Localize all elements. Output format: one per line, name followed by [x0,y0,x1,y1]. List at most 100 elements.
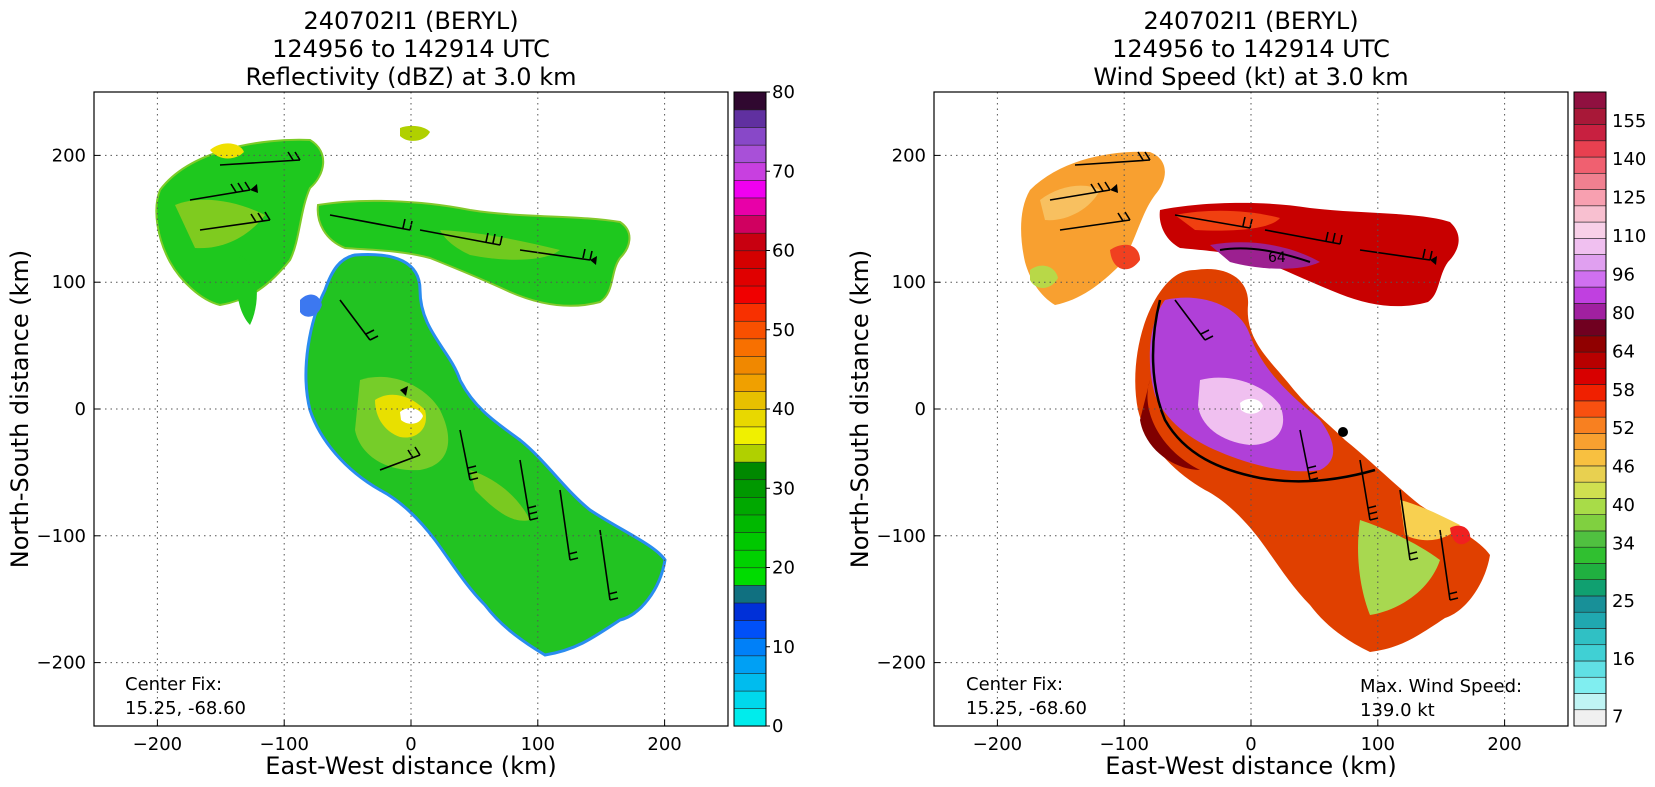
wind-speed-colorbar-segment [1573,172,1607,190]
wind-speed-center-fix-label: Center Fix: [966,674,1063,695]
reflectivity-colorbar-tick-label: 40 [772,399,795,420]
wind-speed-colorbar-tick-label: 40 [1612,495,1635,516]
wind-speed-colorbar-segment [1573,498,1607,515]
reflectivity-colorbar-segment [733,179,767,199]
wind-speed-colorbar-segment [1573,563,1607,580]
wind-speed-x-axis-label: East-West distance (km) [1105,752,1396,780]
wind-speed-colorbar-segment [1573,140,1607,158]
wind-speed-colorbar-tick-label: 46 [1612,457,1635,478]
wind-contour-label: 64 [1268,250,1286,266]
wind-speed-colorbar-segment [1573,660,1607,678]
reflectivity-colorbar-segment [733,584,767,604]
reflectivity-title-line-3: Reflectivity (dBZ) at 3.0 km [246,63,577,91]
reflectivity-center-fix-label: Center Fix: [125,674,222,695]
reflectivity-colorbar-segment [733,690,767,709]
reflectivity-title-line-2: 124956 to 142914 UTC [272,35,550,63]
wind-speed-colorbar-segment [1573,189,1607,207]
reflectivity-colorbar-segment [733,320,767,340]
wind-speed-y-tick-label: 0 [915,399,926,420]
wind-speed-title-line-3: Wind Speed (kt) at 3.0 km [1093,63,1408,91]
wind-speed-colorbar-segment [1573,238,1607,255]
reflectivity-y-tick-label: −100 [37,526,86,547]
wind-speed-colorbar-segment [1573,449,1607,467]
wind-speed-colorbar-segment [1573,595,1607,613]
reflectivity-x-tick-label: 100 [521,734,555,755]
reflectivity-title-line-1: 240702I1 (BERYL) [303,7,518,35]
wind-speed-title-line-1: 240702I1 (BERYL) [1143,7,1358,35]
reflectivity-colorbar-segment [733,567,767,586]
reflectivity-colorbar-segment [733,214,767,234]
reflectivity-colorbar-segment [733,373,767,392]
wind-speed-colorbar-segment [1573,107,1607,125]
wind-speed-title-line-2: 124956 to 142914 UTC [1112,35,1390,63]
reflectivity-colorbar-segment [733,126,767,146]
wind-speed-colorbar-segment [1573,400,1607,418]
reflectivity-colorbar-segment [733,708,767,727]
reflectivity-colorbar-segment [733,479,767,498]
wind-speed-colorbar-tick-label: 96 [1612,265,1635,286]
wind-speed-colorbar-segment [1573,481,1607,499]
reflectivity-y-tick-label: 100 [52,272,86,293]
reflectivity-colorbar-segment [733,144,767,164]
reflectivity-colorbar-segment [733,267,767,287]
wind-speed-colorbar-segment [1573,303,1607,320]
reflectivity-axis-ticks: −200 −100 0 100 200 −200 −100 0 100 200 [37,145,682,755]
reflectivity-field [155,125,667,657]
wind-speed-colorbar-segment [1573,91,1607,109]
wind-speed-colorbar-tick-label: 25 [1612,591,1635,612]
wind-speed-colorbar-segment [1573,693,1607,711]
reflectivity-colorbar-tick-label: 20 [772,558,795,579]
reflectivity-center-fix-value: 15.25, -68.60 [125,698,246,719]
wind-speed-colorbar-segment [1573,351,1607,369]
reflectivity-colorbar-segment [733,303,767,322]
reflectivity-panel: 240702I1 (BERYL) 124956 to 142914 UTC Re… [6,7,795,780]
reflectivity-colorbar-segment [733,197,767,216]
reflectivity-colorbar-segment [733,285,767,304]
wind-speed-colorbar-segment [1573,465,1607,483]
wind-speed-colorbar-segment [1573,530,1607,548]
reflectivity-colorbar-segment [733,672,767,692]
wind-speed-center-fix-value: 15.25, -68.60 [966,698,1087,719]
reflectivity-grid [94,92,728,726]
reflectivity-colorbar-segment [733,232,767,252]
wind-speed-colorbar-segment [1573,676,1607,694]
reflectivity-colorbar-segment [733,391,767,410]
reflectivity-colorbar-segment [733,461,767,481]
wind-speed-colorbar-tick-label: 52 [1612,418,1635,439]
wind-speed-x-tick-label: 200 [1487,734,1521,755]
reflectivity-colorbar-tick-label: 30 [772,478,795,499]
reflectivity-colorbar-segment [733,620,767,639]
wind-speed-panel: 240702I1 (BERYL) 124956 to 142914 UTC Wi… [846,7,1646,780]
reflectivity-colorbar-segment [733,250,767,269]
reflectivity-colorbar [733,91,767,727]
wind-speed-y-tick-label: −200 [877,653,926,674]
wind-speed-x-tick-label: −100 [1099,734,1148,755]
wind-speed-colorbar-segment [1573,205,1607,223]
reflectivity-x-tick-label: 200 [647,734,681,755]
wind-speed-colorbar-segment [1573,124,1607,142]
wind-speed-colorbar-segment [1573,546,1607,564]
wind-speed-y-tick-label: 200 [892,145,926,166]
wind-speed-colorbar-tick-label: 16 [1612,649,1635,670]
wind-speed-colorbar-tick-label: 80 [1612,303,1635,324]
max-wind-speed-label: Max. Wind Speed: [1360,676,1522,697]
reflectivity-colorbar-segment [733,443,767,463]
wind-speed-colorbar-segment [1573,709,1607,727]
wind-speed-colorbar-segment [1573,433,1607,450]
reflectivity-colorbar-ticks: 0 10 20 30 40 50 60 70 80 [766,82,795,737]
reflectivity-colorbar-tick-label: 80 [772,82,795,103]
reflectivity-colorbar-segment [733,602,767,621]
reflectivity-colorbar-segment [733,408,767,428]
reflectivity-colorbar-segment [733,514,767,533]
wind-speed-colorbar-segment [1573,319,1607,337]
wind-speed-colorbar-tick-label: 7 [1612,706,1623,727]
wind-speed-grid [934,92,1568,726]
wind-speed-colorbar-segment [1573,368,1607,385]
reflectivity-colorbar-segment [733,338,767,357]
wind-speed-colorbar-tick-label: 34 [1612,533,1635,554]
wind-speed-colorbar-segment [1573,221,1607,239]
wind-speed-colorbar-segment [1573,335,1607,353]
wind-speed-y-tick-label: −100 [877,526,926,547]
wind-speed-x-tick-label: 100 [1361,734,1395,755]
